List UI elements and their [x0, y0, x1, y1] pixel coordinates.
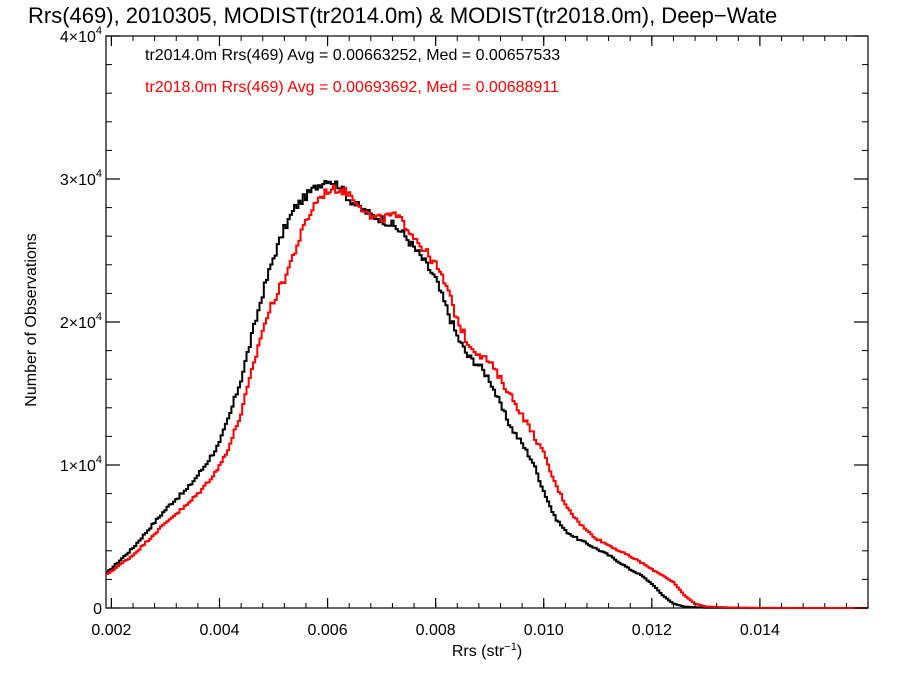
stats-label-tr2018: tr2018.0m Rrs(469) Avg = 0.00693692, Med… [145, 79, 559, 96]
y-tick-label-exponent: 4 [96, 454, 102, 466]
y-tick-label-base: 1×10 [60, 458, 96, 475]
x-axis-label-text: Rrs (str [452, 643, 505, 660]
y-tick-label: 1×104 [60, 454, 102, 475]
series-tr2018.0m-line [106, 184, 868, 609]
y-tick-label-exponent: 4 [96, 25, 102, 37]
y-tick-label-exponent: 4 [96, 168, 102, 180]
x-axis-label-suffix: ) [517, 643, 522, 660]
x-tick-label: 0.008 [416, 622, 456, 639]
stats-legend: tr2014.0m Rrs(469) Avg = 0.00663252, Med… [145, 47, 560, 96]
y-tick-label-base: 2×10 [60, 315, 96, 332]
chart-title: Rrs(469), 2010305, MODIST(tr2014.0m) & M… [28, 3, 777, 28]
x-tick-label: 0.012 [632, 622, 672, 639]
y-tick-label-base: 4×10 [60, 29, 96, 46]
y-tick-label: 4×104 [60, 25, 102, 46]
y-tick-label-base: 3×10 [60, 172, 96, 189]
x-axis-label: Rrs (str−1) [452, 641, 522, 660]
x-axis-label-exponent: −1 [504, 641, 517, 653]
y-tick-label: 3×104 [60, 168, 102, 189]
x-tick-label: 0.006 [308, 622, 348, 639]
series-layer [106, 179, 868, 609]
series-tr2014.0m-line [106, 179, 868, 609]
stats-label-tr2014: tr2014.0m Rrs(469) Avg = 0.00663252, Med… [145, 47, 560, 64]
y-tick-label-base: 0 [93, 601, 102, 618]
x-axis-ticks: 0.002 0.004 0.006 0.008 0.010 0.012 0.014 [91, 36, 869, 639]
x-tick-label: 0.014 [740, 622, 780, 639]
y-tick-label-exponent: 4 [96, 311, 102, 323]
y-axis-label: Number of Observations [23, 233, 40, 406]
y-tick-label: 2×104 [60, 311, 102, 332]
x-tick-label: 0.002 [91, 622, 131, 639]
x-tick-label: 0.004 [199, 622, 239, 639]
y-tick-label: 0 [93, 601, 102, 618]
plot-area: 0.002 0.004 0.006 0.008 0.010 0.012 0.014 0 1×1… [60, 25, 869, 639]
x-tick-label: 0.010 [524, 622, 564, 639]
